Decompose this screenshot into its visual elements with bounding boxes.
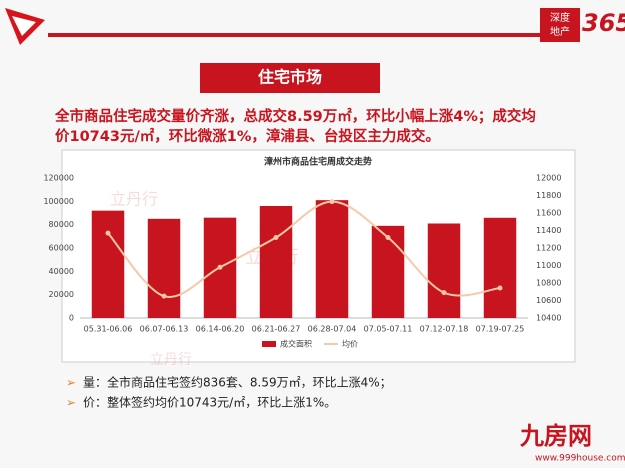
y-tick-label: 20000 <box>49 290 74 299</box>
y2-tick-label: 10600 <box>536 296 561 305</box>
header-rule <box>48 33 540 37</box>
y2-tick-label: 11200 <box>536 244 561 253</box>
chart-title: 漳州市商品住宅周成交走势 <box>264 156 372 168</box>
y2-tick-label: 10400 <box>536 314 561 323</box>
x-tick-label: 06.28-07.04 <box>308 325 357 334</box>
bar <box>315 200 349 318</box>
legend-label: 成交面积 <box>280 339 312 349</box>
y2-tick-label: 10800 <box>536 279 561 288</box>
bar <box>371 225 405 318</box>
footer-brand: 九房网 <box>519 422 592 450</box>
logo-box <box>540 8 580 42</box>
y2-tick-label: 11800 <box>536 191 561 200</box>
line-marker <box>497 285 503 291</box>
section-title: 住宅市场 <box>258 68 322 87</box>
headline: 全市商品住宅成交量价齐涨，总成交8.59万㎡，环比小幅上涨4%；成交均 <box>54 107 536 125</box>
x-tick-label: 06.14-06.20 <box>196 325 245 334</box>
y2-tick-label: 11400 <box>536 226 561 235</box>
line-marker <box>329 199 335 205</box>
bar <box>147 218 181 318</box>
bar <box>483 217 517 318</box>
bullet-icon: ➢ <box>66 396 76 410</box>
y-tick-label: 120000 <box>43 174 74 183</box>
x-tick-label: 06.07-06.13 <box>140 325 189 334</box>
y2-tick-label: 12000 <box>536 174 561 183</box>
x-tick-label: 06.21-06.27 <box>252 325 301 334</box>
watermark: 立丹行 <box>150 352 192 368</box>
line-marker <box>441 290 447 296</box>
bar <box>427 223 461 318</box>
logo-number: 365 <box>582 9 625 37</box>
x-tick-label: 07.12-07.18 <box>420 325 469 334</box>
y2-tick-label: 11600 <box>536 209 561 218</box>
x-tick-label: 05.31-06.06 <box>84 325 133 334</box>
y-tick-label: 60000 <box>49 244 74 253</box>
logo-arrow-inner <box>12 16 36 36</box>
bullet-icon: ➢ <box>66 376 76 390</box>
y-tick-label: 80000 <box>49 220 74 229</box>
section-title-box <box>200 63 380 93</box>
legend-swatch <box>262 341 276 347</box>
line-marker <box>385 235 391 240</box>
bullet: 量：全市商品住宅签约836套、8.59万㎡，环比上涨4%； <box>83 375 392 390</box>
x-tick-label: 07.05-07.11 <box>364 325 413 334</box>
y2-tick-label: 11000 <box>536 261 561 270</box>
legend-label: 均价 <box>342 339 358 349</box>
line-marker <box>273 235 279 240</box>
watermark: 立丹行 <box>110 190 158 209</box>
logo-text: 地产 <box>550 25 570 38</box>
headline: 价10743元/㎡，环比微涨1%，漳浦县、台投区主力成交。 <box>55 127 440 145</box>
line-marker <box>161 293 167 299</box>
logo-text: 深度 <box>550 11 570 24</box>
y-tick-label: 100000 <box>43 197 74 206</box>
footer-url: www.999house.com <box>535 454 625 464</box>
line-marker <box>105 230 111 236</box>
line-marker <box>217 264 223 270</box>
y-tick-label: 40000 <box>49 267 74 276</box>
bullet: 价：整体签约均价10743元/㎡，环比上涨1%。 <box>83 395 336 410</box>
bar <box>91 210 125 318</box>
y-tick-label: 0 <box>69 314 74 323</box>
x-tick-label: 07.19-07.25 <box>476 325 525 334</box>
bar <box>259 206 293 318</box>
